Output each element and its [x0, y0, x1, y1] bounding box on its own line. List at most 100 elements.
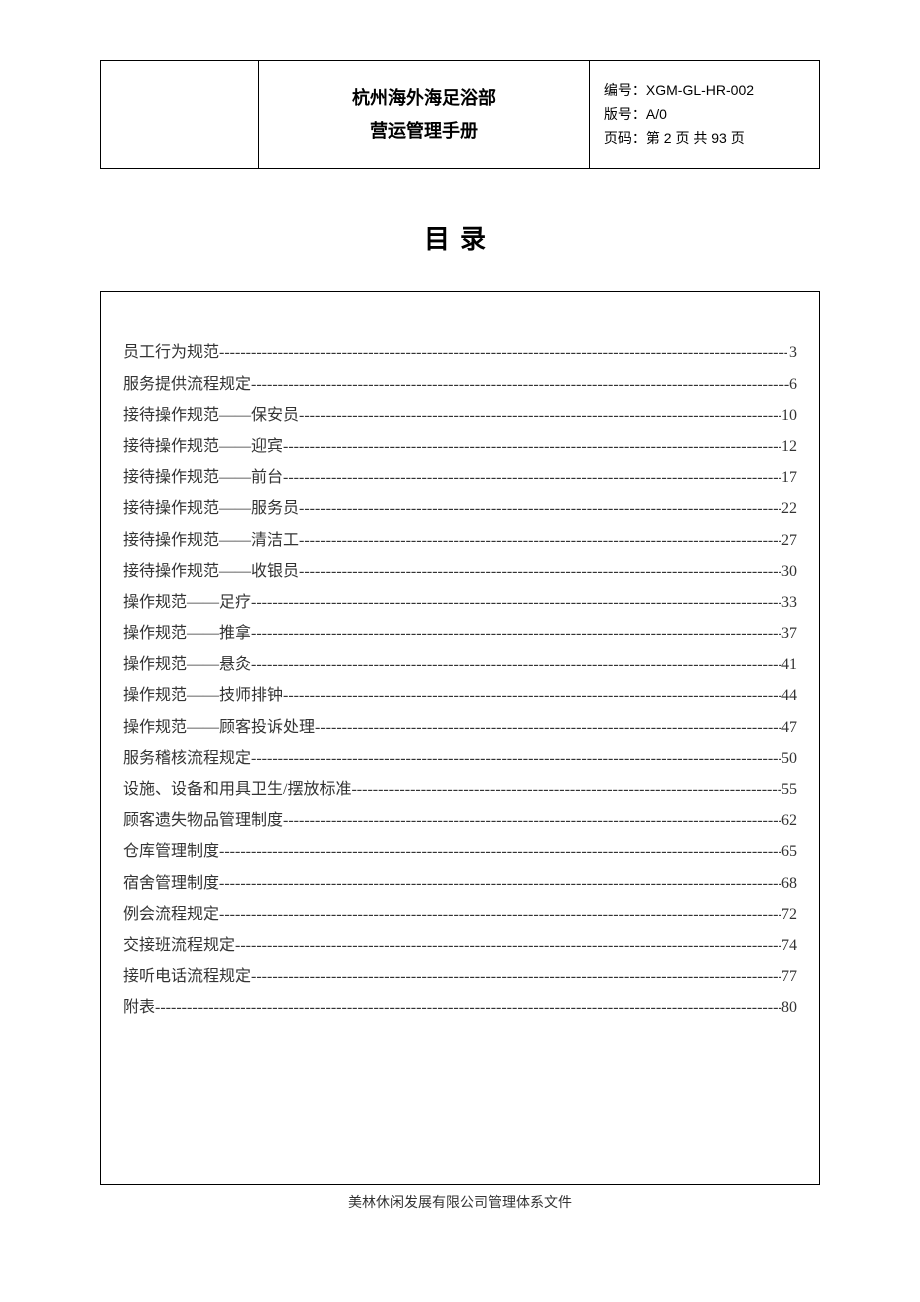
toc-item: 接待操作规范——清洁工 27 [123, 525, 797, 556]
toc-leader [315, 712, 781, 743]
toc-item-page: 62 [781, 805, 797, 836]
toc-item: 操作规范——技师排钟 44 [123, 680, 797, 711]
toc-item: 宿舍管理制度 68 [123, 868, 797, 899]
toc-item-label: 接待操作规范——服务员 [123, 493, 299, 524]
toc-item-page: 72 [781, 899, 797, 930]
toc-item: 操作规范——推拿 37 [123, 618, 797, 649]
toc-item-label: 交接班流程规定 [123, 930, 235, 961]
toc-item: 操作规范——悬灸 41 [123, 649, 797, 680]
doc-version-row: 版号：A/0 [604, 103, 805, 127]
doc-number-label: 编号： [604, 82, 646, 98]
toc-item-label: 员工行为规范 [123, 337, 219, 368]
doc-number-value: XGM-GL-HR-002 [646, 82, 754, 98]
toc-item: 接待操作规范——服务员 22 [123, 493, 797, 524]
toc-item: 员工行为规范 3 [123, 337, 797, 368]
toc-item-label: 接待操作规范——清洁工 [123, 525, 299, 556]
toc-item: 仓库管理制度 65 [123, 836, 797, 867]
toc-item: 接待操作规范——迎宾 12 [123, 431, 797, 462]
header-table: 杭州海外海足浴部 营运管理手册 编号：XGM-GL-HR-002 版号：A/0 … [100, 60, 820, 169]
doc-page-row: 页码：第 2 页 共 93 页 [604, 127, 805, 151]
toc-item-label: 接待操作规范——迎宾 [123, 431, 283, 462]
toc-item: 接待操作规范——收银员 30 [123, 556, 797, 587]
header-logo-cell [101, 61, 259, 169]
toc-item-page: 17 [781, 462, 797, 493]
toc-item: 接听电话流程规定77 [123, 961, 797, 992]
toc-item: 操作规范——足疗 33 [123, 587, 797, 618]
toc-item-page: 33 [781, 587, 797, 618]
toc-leader [299, 525, 781, 556]
toc-leader [299, 556, 781, 587]
toc-item-label: 接听电话流程规定 [123, 961, 251, 992]
doc-page-value: 第 2 页 共 93 页 [646, 130, 745, 146]
toc-item-label: 服务提供流程规定 [123, 369, 251, 400]
toc-item-label: 操作规范——悬灸 [123, 649, 251, 680]
toc-item-label: 操作规范——足疗 [123, 587, 251, 618]
toc-item-label: 操作规范——顾客投诉处理 [123, 712, 315, 743]
toc-item: 设施、设备和用具卫生/摆放标准 55 [123, 774, 797, 805]
toc-item-label: 仓库管理制度 [123, 836, 219, 867]
toc-item-label: 操作规范——技师排钟 [123, 680, 283, 711]
toc-item-page: 3 [787, 337, 797, 368]
toc-leader [351, 774, 781, 805]
toc-leader [219, 868, 781, 899]
toc-leader [251, 961, 781, 992]
toc-item: 服务提供流程规定 6 [123, 369, 797, 400]
toc-leader [251, 743, 781, 774]
toc-item-page: 30 [781, 556, 797, 587]
toc-item-label: 接待操作规范——保安员 [123, 400, 299, 431]
toc-item-page: 68 [781, 868, 797, 899]
toc-item-page: 10 [781, 400, 797, 431]
toc-item-page: 65 [781, 836, 797, 867]
toc-item: 例会流程规定72 [123, 899, 797, 930]
toc-item: 顾客遗失物品管理制度 62 [123, 805, 797, 836]
toc-title: 目录 [100, 219, 820, 256]
footer-text: 美林休闲发展有限公司管理体系文件 [0, 1192, 920, 1212]
toc-item-page: 44 [781, 680, 797, 711]
toc-item: 接待操作规范——保安员 10 [123, 400, 797, 431]
doc-version-label: 版号： [604, 106, 646, 122]
toc-leader [235, 930, 781, 961]
document-page: 杭州海外海足浴部 营运管理手册 编号：XGM-GL-HR-002 版号：A/0 … [0, 0, 920, 1225]
toc-item-page: 12 [781, 431, 797, 462]
doc-number-row: 编号：XGM-GL-HR-002 [604, 79, 805, 103]
doc-version-value: A/0 [646, 106, 667, 122]
toc-leader [283, 805, 781, 836]
toc-item-label: 设施、设备和用具卫生/摆放标准 [123, 774, 351, 805]
toc-item-page: 47 [781, 712, 797, 743]
toc-item-page: 41 [781, 649, 797, 680]
toc-leader [155, 992, 781, 1023]
doc-title-line1: 杭州海外海足浴部 [273, 82, 575, 114]
toc-item-label: 服务稽核流程规定 [123, 743, 251, 774]
toc-leader [219, 836, 781, 867]
toc-item-label: 接待操作规范——收银员 [123, 556, 299, 587]
toc-item-label: 附表 [123, 992, 155, 1023]
doc-title-line2: 营运管理手册 [273, 115, 575, 147]
toc-item-label: 顾客遗失物品管理制度 [123, 805, 283, 836]
toc-item-label: 接待操作规范——前台 [123, 462, 283, 493]
header-title-cell: 杭州海外海足浴部 营运管理手册 [259, 61, 590, 169]
toc-item-page: 55 [781, 774, 797, 805]
toc-item-page: 37 [781, 618, 797, 649]
toc-item-page: 6 [789, 369, 797, 400]
toc-leader [283, 431, 781, 462]
toc-item: 服务稽核流程规定 50 [123, 743, 797, 774]
doc-page-label: 页码： [604, 130, 646, 146]
toc-container: 员工行为规范 3 服务提供流程规定 6 接待操作规范——保安员 10 接待操作规范—… [100, 291, 820, 1184]
toc-item-page: 80 [781, 992, 797, 1023]
toc-item: 交接班流程规定74 [123, 930, 797, 961]
toc-item: 接待操作规范——前台 17 [123, 462, 797, 493]
toc-leader [283, 462, 781, 493]
toc-leader [251, 618, 781, 649]
toc-item-label: 操作规范——推拿 [123, 618, 251, 649]
toc-leader [251, 649, 781, 680]
toc-item-page: 27 [781, 525, 797, 556]
toc-leader [299, 493, 781, 524]
toc-item-label: 宿舍管理制度 [123, 868, 219, 899]
toc-leader [283, 680, 781, 711]
toc-leader [299, 400, 781, 431]
toc-item-page: 22 [781, 493, 797, 524]
toc-item: 附表 80 [123, 992, 797, 1023]
toc-item: 操作规范——顾客投诉处理 47 [123, 712, 797, 743]
toc-leader [251, 369, 789, 400]
toc-item-page: 50 [781, 743, 797, 774]
